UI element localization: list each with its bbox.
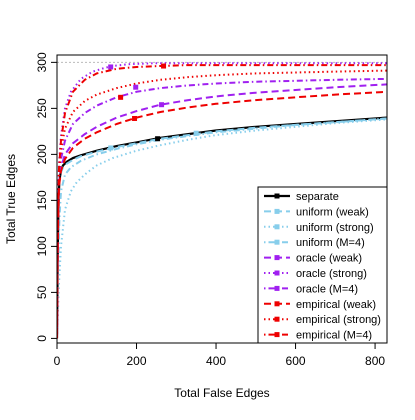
legend-label: uniform (weak) [296, 206, 369, 218]
legend-label: separate [296, 191, 339, 203]
y-tick-label: 100 [35, 236, 49, 256]
y-tick-label: 300 [35, 52, 49, 72]
plot-area [57, 61, 387, 339]
legend-label: empirical (M=4) [296, 330, 372, 342]
legend-label: uniform (strong) [296, 222, 374, 234]
legend-swatch-marker [274, 301, 280, 307]
x-tick-label: 800 [365, 354, 385, 368]
series-marker-5 [159, 102, 165, 108]
legend-swatch-marker [274, 316, 280, 322]
series-marker-0 [155, 136, 161, 142]
legend-label: empirical (strong) [296, 314, 381, 326]
legend-swatch-marker [274, 255, 280, 261]
series-line-2 [57, 118, 387, 339]
legend-swatch-marker [274, 224, 280, 230]
legend-swatch-marker [274, 193, 280, 199]
x-tick-label: 400 [206, 354, 226, 368]
y-tick-label: 0 [35, 335, 49, 342]
x-tick-label: 200 [127, 354, 147, 368]
legend-swatch-marker [274, 270, 280, 276]
legend-label: uniform (M=4) [296, 237, 365, 249]
legend-swatch-marker [274, 208, 280, 214]
x-tick-label: 0 [54, 354, 61, 368]
legend-label: oracle (weak) [296, 253, 362, 265]
legend-label: oracle (strong) [296, 268, 367, 280]
y-tick-label: 200 [35, 144, 49, 164]
legend-label: oracle (M=4) [296, 283, 358, 295]
series-line-3 [57, 117, 387, 339]
series-marker-6 [132, 115, 138, 121]
legend-label: empirical (weak) [296, 299, 376, 311]
x-axis-label: Total False Edges [174, 386, 269, 400]
y-axis: 0 50 100 150 200 250 300 [35, 52, 57, 342]
legend-swatch-marker [274, 239, 280, 245]
legend-swatch-marker [274, 332, 280, 338]
y-tick-label: 50 [35, 285, 49, 299]
x-axis: 0 200 400 600 800 [54, 343, 385, 368]
series-line-9 [57, 64, 387, 339]
y-tick-label: 250 [35, 98, 49, 118]
x-tick-label: 600 [286, 354, 306, 368]
series-marker-1 [108, 145, 114, 151]
series-marker-4 [133, 84, 139, 90]
series-line-7 [57, 90, 387, 339]
series-marker-2 [193, 130, 199, 136]
series-marker-7 [118, 94, 124, 100]
series-marker-3 [108, 64, 114, 70]
legend: separate uniform (weak) uniform (strong) un… [257, 186, 388, 344]
series-marker-8 [161, 63, 167, 69]
y-tick-label: 150 [35, 190, 49, 210]
y-axis-label: Total True Edges [4, 154, 18, 244]
legend-swatch-marker [274, 285, 280, 291]
